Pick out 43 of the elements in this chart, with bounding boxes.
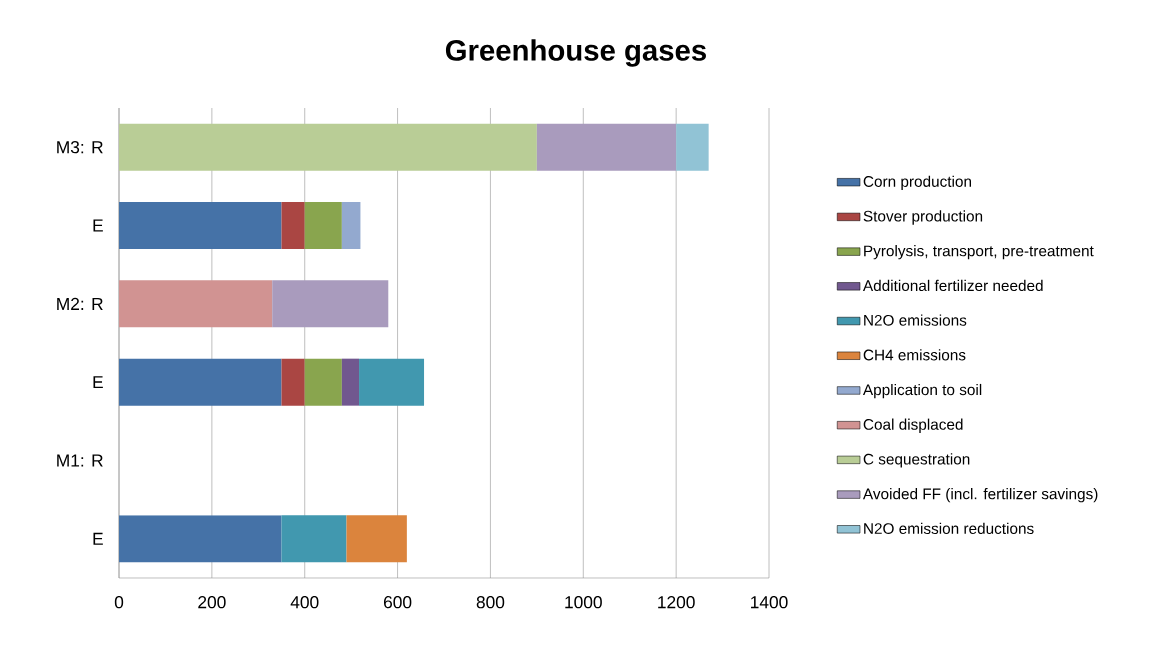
legend-label: Stover production	[863, 210, 983, 225]
x-tick-label: 800	[476, 596, 505, 609]
x-tick-label: 200	[198, 596, 226, 609]
y-tick-label: E	[93, 376, 103, 389]
legend-label: Corn production	[863, 175, 971, 190]
bar	[272, 280, 389, 328]
bar	[536, 123, 677, 171]
x-tick-label: 1400	[751, 596, 788, 609]
bar	[281, 515, 347, 563]
bar	[676, 123, 709, 171]
y-tick-label: M2: R	[57, 297, 103, 310]
bar	[119, 123, 537, 171]
bar	[304, 358, 342, 406]
legend-label: CH4 emissions	[863, 349, 966, 361]
legend-label: Additional fertilizer needed	[862, 279, 1043, 292]
legend-label: Pyrolysis, transport, pre-treatment	[864, 245, 1094, 260]
bar	[119, 358, 282, 406]
bar	[281, 358, 305, 406]
chart-title: Greenhouse gases	[445, 39, 706, 67]
bar	[119, 515, 282, 563]
bar	[346, 515, 407, 563]
bar	[341, 202, 361, 249]
legend-label: C sequestration	[863, 453, 970, 468]
legend-label: Coal displaced	[863, 418, 963, 433]
y-tick-label: M3: R	[57, 141, 103, 154]
legend-label: N2O emissions	[864, 314, 967, 326]
bar	[119, 280, 273, 328]
x-tick-label: 0	[114, 596, 124, 609]
y-tick-label: E	[93, 532, 103, 545]
bar	[359, 358, 425, 406]
x-tick-label: 1000	[565, 596, 602, 609]
legend-label: Avoided FF (incl. fertilizer savings)	[862, 488, 1098, 503]
bar	[119, 202, 282, 249]
x-tick-label: 400	[290, 596, 319, 609]
bar	[281, 202, 305, 249]
legend-label: N2O emission reductions	[864, 522, 1034, 534]
y-tick-label: E	[93, 219, 103, 232]
y-tick-label: M1: R	[57, 454, 103, 467]
x-tick-label: 600	[384, 596, 412, 609]
bar	[304, 202, 342, 249]
legend-label: Application to soil	[862, 383, 982, 399]
x-tick-label: 1200	[658, 596, 695, 609]
bar	[341, 358, 360, 406]
